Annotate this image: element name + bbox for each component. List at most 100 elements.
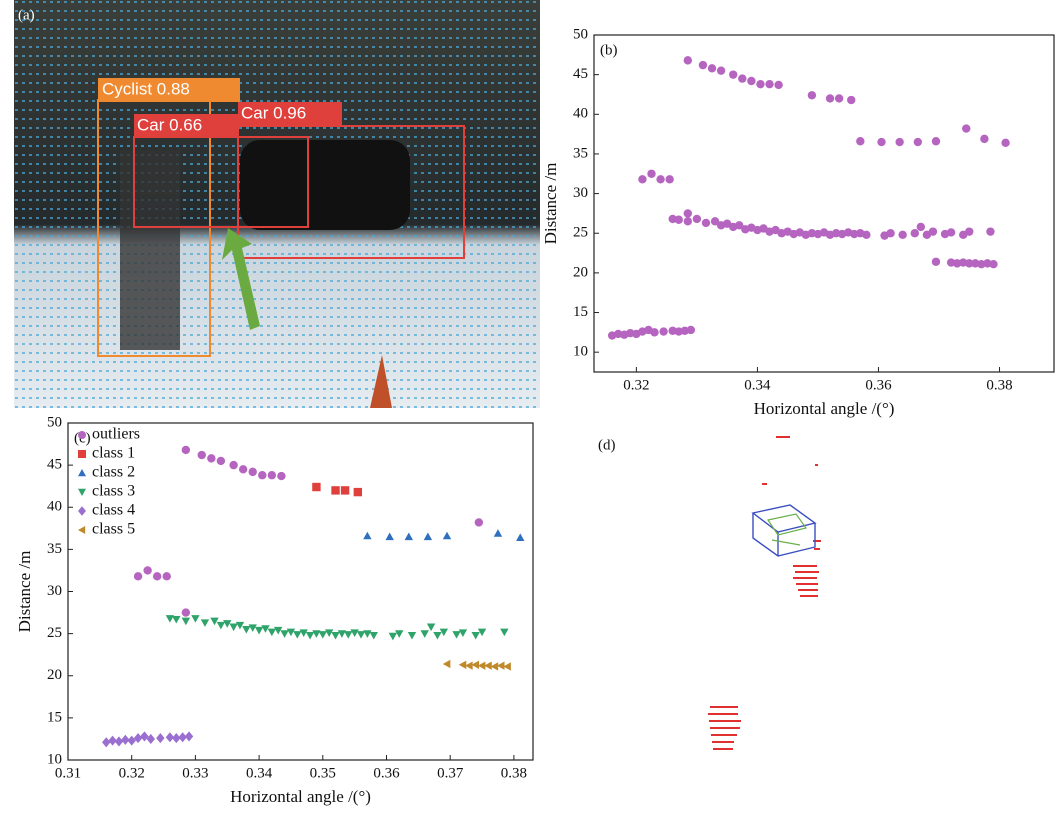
legend-label: class 5 <box>92 521 135 538</box>
point <box>254 626 264 635</box>
point <box>385 532 394 541</box>
point <box>286 628 296 637</box>
point <box>877 137 886 147</box>
point <box>686 325 696 335</box>
point <box>277 471 286 481</box>
panel-label: (b) <box>600 42 618 58</box>
y-tick-label: 15 <box>47 709 62 725</box>
point <box>656 175 665 184</box>
point <box>931 137 941 146</box>
point <box>181 617 191 626</box>
legend-label: class 1 <box>92 445 135 462</box>
point <box>242 626 251 634</box>
point <box>683 217 693 226</box>
point <box>229 623 238 632</box>
point <box>756 79 765 89</box>
point <box>774 80 783 90</box>
point <box>701 218 711 228</box>
y-tick-label: 20 <box>47 667 62 683</box>
point <box>898 230 907 240</box>
point <box>834 94 844 103</box>
point <box>353 487 363 497</box>
point <box>946 228 956 237</box>
panel-label: (d) <box>598 437 616 453</box>
y-tick-label: 45 <box>573 66 588 82</box>
point <box>420 630 429 638</box>
point <box>516 533 525 541</box>
detection-label: Cyclist 0.88 <box>102 79 190 98</box>
point <box>261 625 270 633</box>
point <box>433 631 442 640</box>
cone <box>370 355 392 408</box>
point <box>344 631 353 639</box>
y-tick-label: 35 <box>573 145 588 161</box>
x-tick-label: 0.36 <box>373 765 400 781</box>
point <box>178 732 187 743</box>
point <box>452 631 461 639</box>
inner-box <box>767 513 808 546</box>
x-tick-label: 0.38 <box>501 765 527 781</box>
x-tick-label: 0.34 <box>246 765 273 781</box>
plot-frame <box>67 422 534 761</box>
point <box>280 630 289 638</box>
point <box>458 660 467 669</box>
point <box>503 662 511 671</box>
x-tick-label: 0.34 <box>744 377 771 393</box>
point <box>965 227 974 236</box>
point <box>312 482 321 492</box>
y-tick-label: 20 <box>573 264 588 280</box>
point <box>248 467 257 477</box>
point <box>747 76 756 86</box>
point <box>683 56 693 65</box>
point <box>248 624 257 632</box>
point <box>181 445 191 455</box>
point <box>181 608 191 617</box>
point <box>707 64 717 73</box>
point <box>735 221 744 230</box>
point <box>404 532 413 541</box>
legend-label: class 4 <box>92 502 135 519</box>
y-tick-label: 30 <box>47 583 62 599</box>
legend-marker <box>78 450 86 458</box>
point <box>305 631 315 640</box>
y-tick-label: 50 <box>47 414 62 430</box>
x-tick-label: 0.31 <box>55 765 81 781</box>
point <box>465 661 473 670</box>
point <box>165 732 175 743</box>
point <box>363 531 372 540</box>
point <box>108 735 117 746</box>
point <box>207 454 216 463</box>
point <box>650 328 659 337</box>
point <box>856 137 865 146</box>
point <box>388 632 398 641</box>
x-tick-label: 0.35 <box>310 765 336 781</box>
panel-label: (a) <box>18 7 35 23</box>
point <box>423 532 433 541</box>
plot-frame <box>593 34 1055 373</box>
legend-label: class 3 <box>92 483 135 500</box>
x-axis-label: Horizontal angle /(°) <box>754 399 895 418</box>
point <box>962 124 971 133</box>
point <box>267 628 277 637</box>
point <box>340 486 350 495</box>
detection-label: Car 0.66 <box>137 115 202 134</box>
x-tick-label: 0.32 <box>623 377 649 393</box>
car-shape <box>240 140 410 230</box>
y-tick-label: 35 <box>47 541 62 557</box>
point <box>121 734 130 745</box>
y-tick-label: 50 <box>573 26 588 42</box>
photo-panel: Cyclist 0.88 Car 0.66 Car 0.96 (a) <box>14 0 540 408</box>
point <box>331 486 340 495</box>
point <box>318 631 327 639</box>
point <box>172 733 181 744</box>
point <box>152 572 162 581</box>
point <box>140 731 149 742</box>
point <box>980 134 989 144</box>
x-tick-label: 0.37 <box>437 765 464 781</box>
point <box>807 91 817 100</box>
point <box>493 529 503 537</box>
point <box>965 259 974 268</box>
point <box>913 137 923 147</box>
point <box>114 736 124 747</box>
label-bg <box>134 114 238 138</box>
